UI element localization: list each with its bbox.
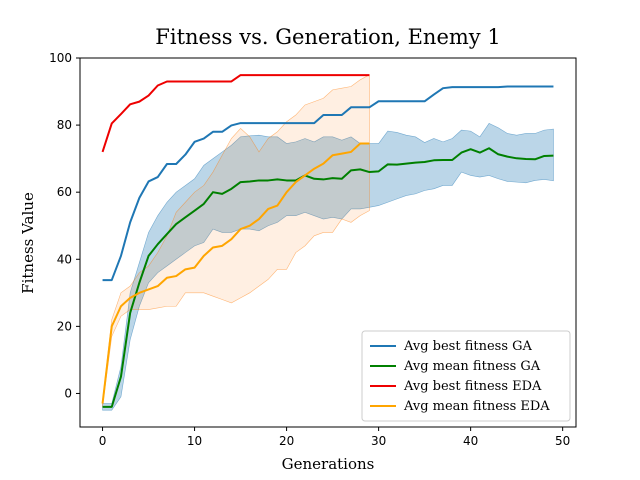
legend-box: [361, 330, 571, 422]
y-tick-label: 100: [49, 51, 72, 65]
legend-label-2: Avg best fitness EDA: [403, 379, 542, 394]
line-series-0: [102, 85, 554, 282]
x-tick-label: 30: [371, 434, 386, 448]
y-tick-label: 60: [57, 185, 72, 199]
axes: 0 10 20 30 40 50 0 20 40 60 80 100: [49, 51, 577, 448]
line-series-2: [101, 74, 370, 153]
band-series-3: [102, 74, 370, 407]
x-axis-label: Generations: [282, 455, 375, 473]
legend-label-3: Avg mean fitness EDA: [403, 399, 550, 414]
plot-area: [101, 74, 554, 411]
x-tick-label: 40: [463, 434, 478, 448]
x-tick-label: 50: [555, 434, 570, 448]
y-tick-label: 20: [57, 319, 72, 333]
x-tick-label: 20: [279, 434, 294, 448]
line-series-3: [101, 142, 370, 404]
plot-frame: [79, 57, 577, 428]
band-series-1: [102, 123, 554, 411]
x-tick-label: 10: [187, 434, 202, 448]
x-tick-label: 0: [99, 434, 107, 448]
legend-label-1: Avg mean fitness GA: [403, 359, 541, 374]
y-tick-label: 40: [57, 252, 72, 266]
y-tick-label: 80: [57, 118, 72, 132]
chart-title: Fitness vs. Generation, Enemy 1: [155, 25, 500, 49]
legend-label-0: Avg best fitness GA: [403, 339, 533, 354]
line-series-1: [102, 147, 554, 408]
legend: Avg best fitness GA Avg mean fitness GA Av…: [361, 330, 571, 422]
y-axis-label: Fitness Value: [19, 192, 37, 294]
y-tick-label: 0: [64, 386, 72, 400]
